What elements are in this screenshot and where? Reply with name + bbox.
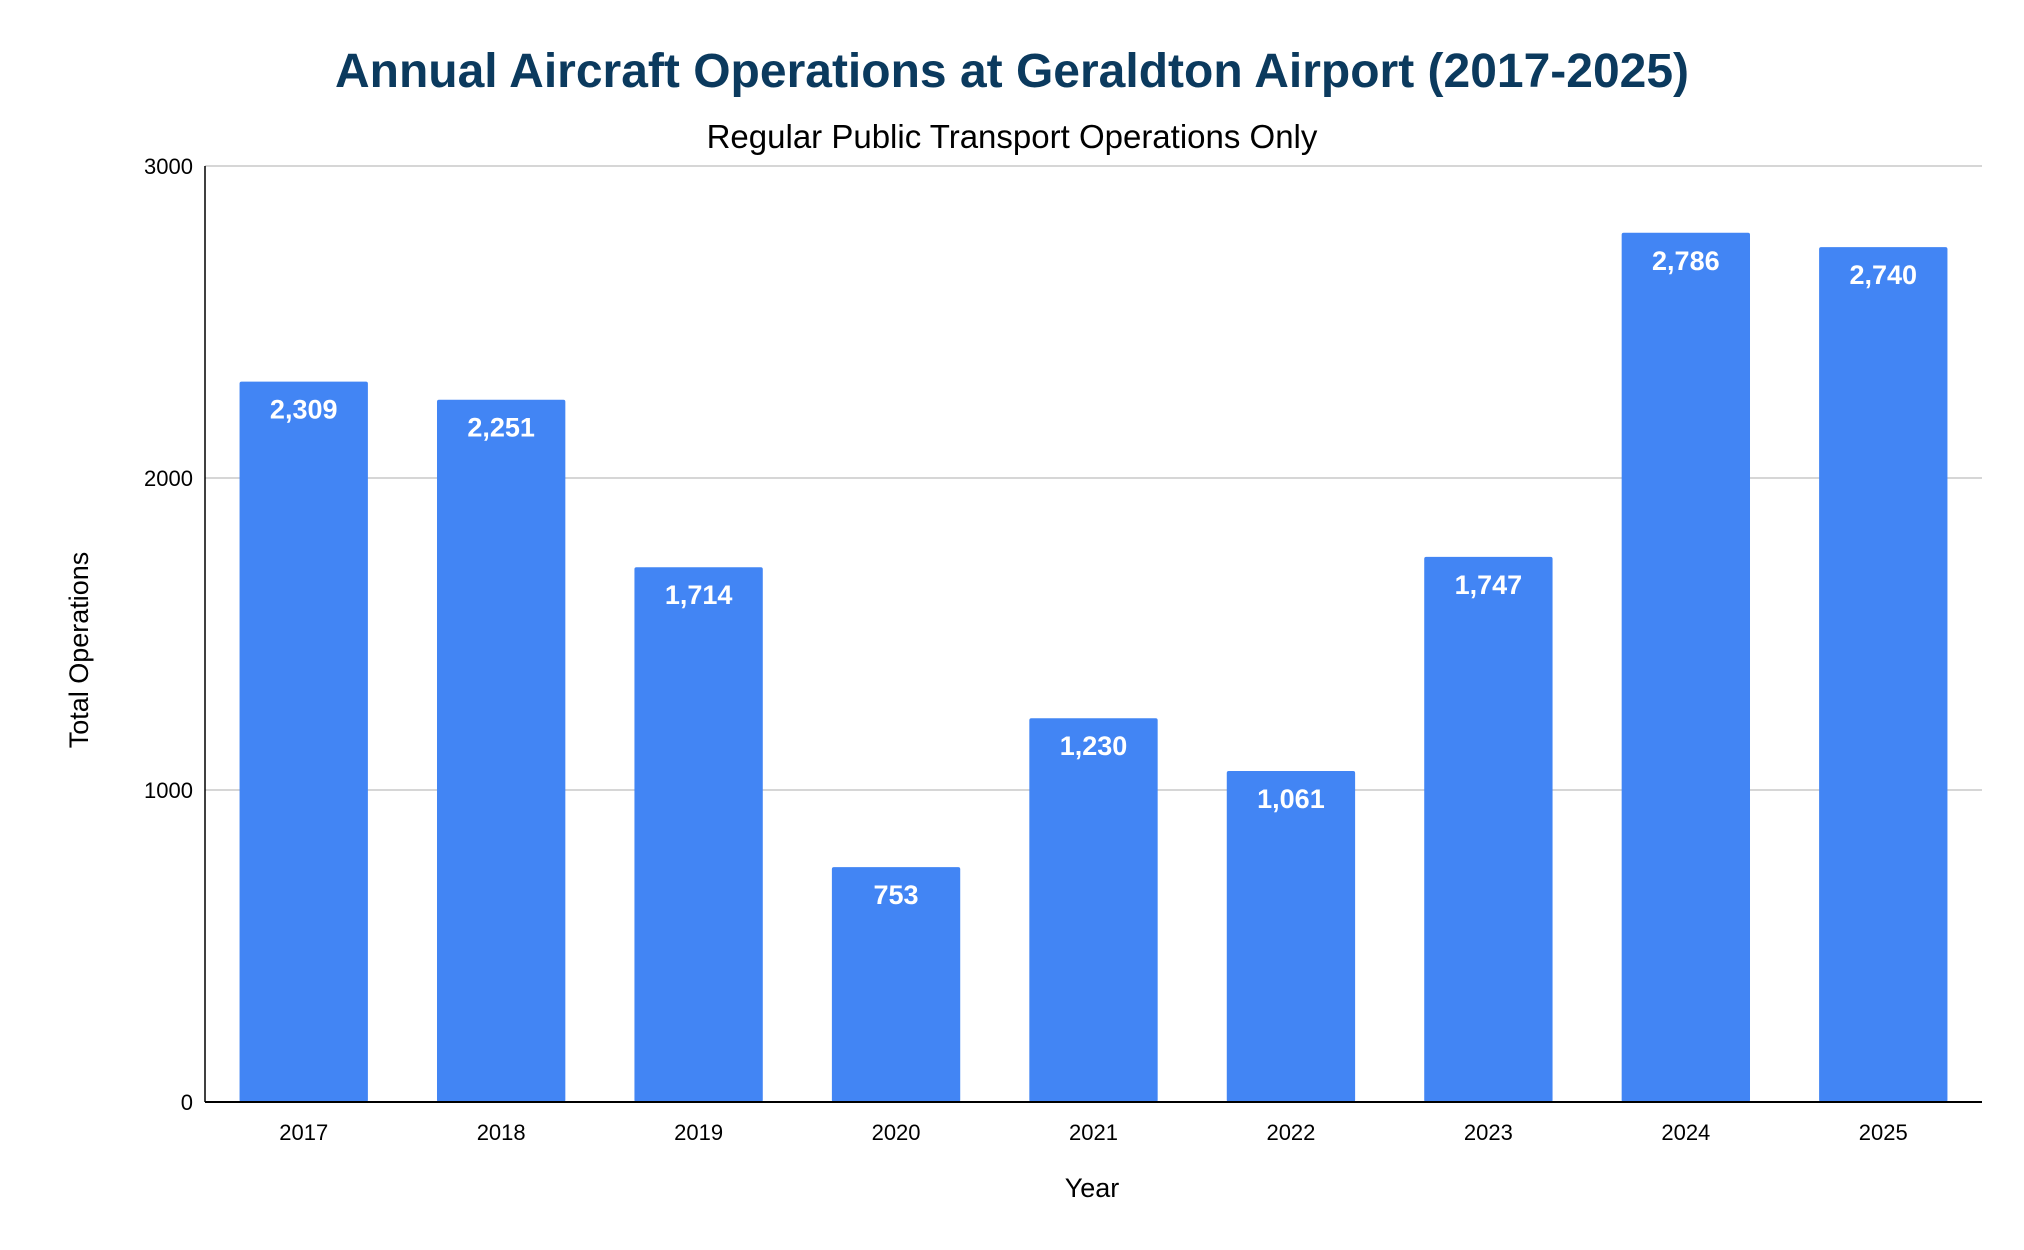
x-tick-label: 2023 — [1464, 1120, 1513, 1145]
data-label-2019: 1,714 — [665, 580, 733, 610]
data-label-2017: 2,309 — [270, 395, 338, 425]
bar-2022 — [1226, 770, 1356, 1102]
y-tick-label: 3000 — [144, 154, 193, 179]
bar-2020 — [831, 867, 961, 1102]
x-tick-label: 2020 — [872, 1120, 921, 1145]
data-label-2025: 2,740 — [1849, 260, 1917, 290]
bar-2025 — [1819, 247, 1948, 1102]
bar-2018 — [436, 399, 566, 1102]
data-label-2022: 1,061 — [1257, 784, 1325, 814]
x-axis-title: Year — [1065, 1173, 1120, 1203]
x-tick-label: 2022 — [1266, 1120, 1315, 1145]
y-tick-label: 0 — [181, 1090, 193, 1115]
y-axis-title: Total Operations — [64, 552, 94, 749]
chart-title: Annual Aircraft Operations at Geraldton … — [335, 45, 1689, 98]
bar-2024 — [1621, 232, 1751, 1102]
x-tick-label: 2019 — [674, 1120, 723, 1145]
bars — [239, 232, 1948, 1102]
bar-2019 — [634, 567, 763, 1102]
x-tick-label: 2021 — [1069, 1120, 1118, 1145]
data-labels: 2,309 2,251 1,714 753 1,230 1,061 1,747 2,786 2,… — [270, 246, 1917, 910]
data-label-2018: 2,251 — [467, 413, 535, 443]
bar-2017 — [239, 381, 368, 1102]
chart-subtitle: Regular Public Transport Operations Only — [707, 118, 1318, 155]
x-tick-label: 2018 — [477, 1120, 526, 1145]
bar-2023 — [1424, 556, 1553, 1102]
data-label-2023: 1,747 — [1455, 570, 1523, 600]
y-tick-label: 2000 — [144, 466, 193, 491]
x-tick-label: 2017 — [279, 1120, 328, 1145]
axes: 0 1000 2000 3000 2017 2018 2019 2020 2021 2022 202… — [144, 154, 1982, 1145]
data-label-2021: 1,230 — [1060, 731, 1128, 761]
x-tick-label: 2025 — [1859, 1120, 1908, 1145]
bar-2021 — [1029, 718, 1158, 1102]
x-tick-label: 2024 — [1661, 1120, 1710, 1145]
data-label-2024: 2,786 — [1652, 246, 1720, 276]
data-label-2020: 753 — [874, 880, 919, 910]
y-tick-label: 1000 — [144, 778, 193, 803]
